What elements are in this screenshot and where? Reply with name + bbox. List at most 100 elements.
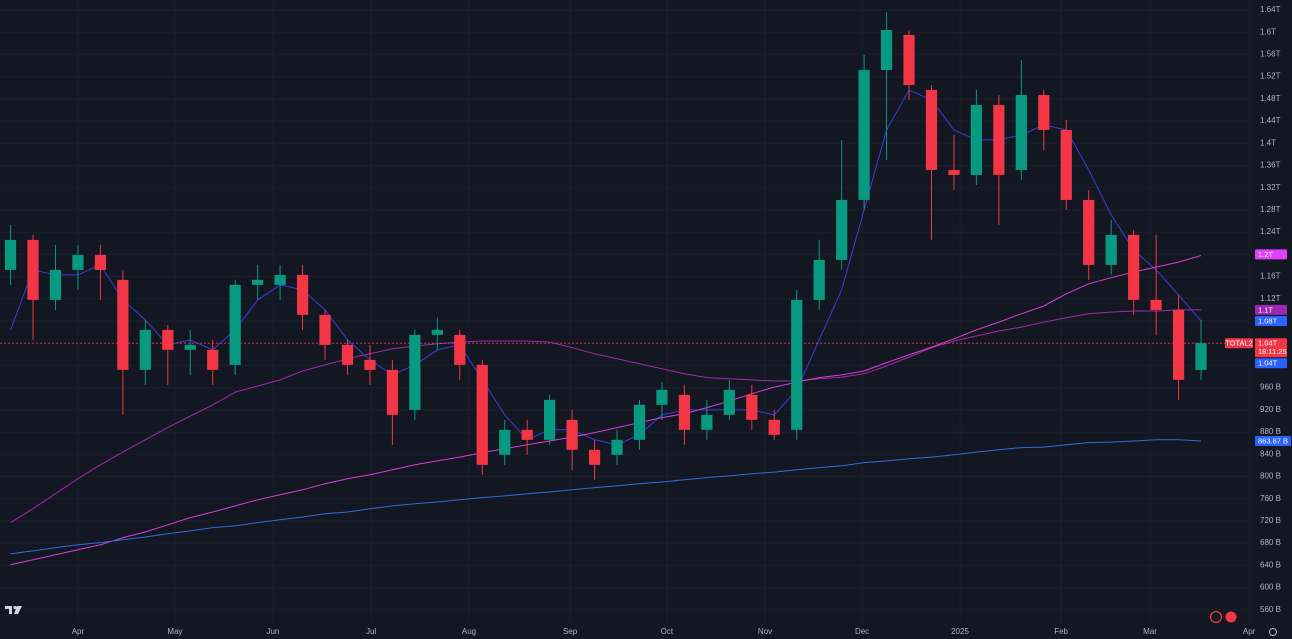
candle-body [94, 254, 107, 270]
candle-body [1015, 94, 1027, 170]
candle-body [611, 439, 623, 455]
x-tick-label: Dec [855, 627, 869, 636]
y-tick-label: 960 B [1260, 383, 1281, 392]
candle-body [162, 329, 174, 350]
badge-label: 863.87 B [1258, 437, 1288, 446]
y-tick-label: 1.4T [1260, 138, 1276, 147]
candle-body [1105, 234, 1117, 265]
candle-body [925, 89, 938, 170]
candle-body [386, 369, 399, 415]
x-tick-label: Apr [1243, 627, 1256, 636]
badge-background [1255, 358, 1287, 369]
candle-body [296, 274, 309, 315]
candle-body [1150, 299, 1162, 310]
flag-icon[interactable] [1225, 611, 1237, 623]
candle-body [723, 389, 735, 415]
candle-body [678, 394, 691, 430]
logo-part [14, 606, 22, 614]
y-tick-label: 1.16T [1260, 272, 1281, 281]
candle-body [184, 344, 196, 350]
candle-body [341, 344, 354, 365]
candle-body [858, 69, 870, 200]
candle-body [791, 299, 803, 430]
candle-body [117, 279, 129, 370]
candle-body [364, 359, 376, 370]
logo-part [5, 606, 12, 614]
candle-body [588, 449, 601, 465]
candle-body [836, 199, 848, 260]
candle-body [49, 269, 62, 300]
tradingview-logo [5, 605, 22, 614]
candle-body [768, 419, 780, 435]
candles [4, 12, 1207, 480]
candle-body [319, 314, 331, 345]
candle-body [409, 334, 421, 410]
axes: 560 B 600 B 640 B 680 B 720 B 760 B 800 B 840 B… [72, 5, 1281, 636]
settings-icon[interactable] [1269, 628, 1277, 636]
price-badge: 863.87 B [1255, 436, 1291, 447]
x-tick-label: Aug [462, 627, 476, 636]
x-tick-label: Jun [266, 627, 279, 636]
candle-body [229, 284, 241, 365]
grid [0, 0, 1250, 622]
y-tick-label: 1.64T [1260, 5, 1281, 14]
y-tick-label: 560 B [1260, 605, 1281, 614]
moving-average-line [10, 309, 1201, 524]
y-tick-label: 840 B [1260, 449, 1281, 458]
y-tick-label: 1.32T [1260, 183, 1281, 192]
moving-average-line [10, 255, 1202, 566]
logo-part [13, 605, 17, 610]
candle-body [544, 399, 556, 440]
y-tick-label: 1.12T [1260, 294, 1281, 303]
y-tick-label: 1.36T [1260, 161, 1281, 170]
x-tick-label: Oct [661, 627, 674, 636]
candle-body [1195, 343, 1207, 370]
y-tick-label: 640 B [1260, 560, 1281, 569]
candle-body [566, 419, 578, 450]
badge-background [1255, 436, 1291, 447]
badge-background [1255, 249, 1287, 260]
candle-body [948, 169, 960, 175]
candle-body [1128, 234, 1140, 300]
y-tick-label: 1.56T [1260, 50, 1281, 59]
y-tick-label: 720 B [1260, 516, 1281, 525]
price-badge: 1.2T [1255, 249, 1287, 260]
y-tick-label: 1.6T [1260, 27, 1276, 36]
y-tick-label: 1.28T [1260, 205, 1281, 214]
x-tick-label: May [167, 627, 182, 636]
symbol-tag [1225, 338, 1253, 349]
candle-body [813, 259, 825, 300]
candle-body [903, 34, 915, 85]
price-badge: 1.08T [1255, 315, 1287, 326]
badge-label: 1.08T [1258, 316, 1278, 325]
x-tick-label: Apr [72, 627, 85, 636]
badge-background [1255, 315, 1287, 326]
y-tick-label: 880 B [1260, 427, 1281, 436]
badge-label: 1.1T [1258, 305, 1273, 314]
x-tick-label: Jul [366, 627, 376, 636]
candle-body [656, 389, 668, 405]
candle-body [701, 414, 713, 430]
x-tick-label: 2025 [951, 627, 969, 636]
x-tick-label: Feb [1054, 627, 1068, 636]
x-tick-label: Sep [563, 627, 578, 636]
candle-body [4, 239, 17, 270]
candle-body [27, 239, 39, 300]
candle-body [207, 349, 219, 370]
candle-body [499, 429, 511, 455]
candle-body [521, 429, 533, 440]
y-tick-label: 680 B [1260, 538, 1281, 547]
candle-body [746, 394, 758, 420]
candle-body [252, 279, 264, 285]
candle-body [633, 404, 646, 440]
candle-body [476, 364, 488, 465]
price-badge: 1.04T [1255, 358, 1287, 369]
candle-body [431, 329, 443, 335]
badge-background [1255, 304, 1287, 315]
candle-body [454, 334, 466, 365]
alert-icon[interactable] [1209, 610, 1223, 624]
candle-body [139, 329, 151, 370]
